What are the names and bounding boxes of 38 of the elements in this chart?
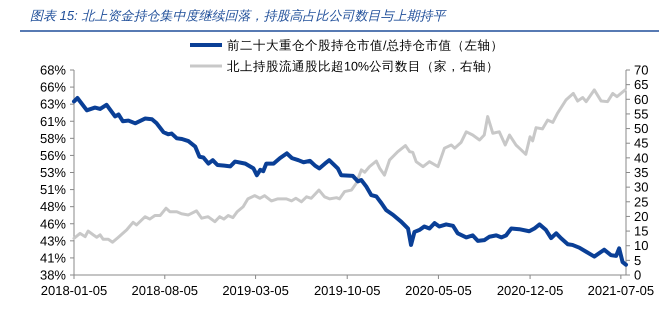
y-tick-label: 53% (40, 165, 66, 180)
y2-tick-label: 0 (634, 268, 642, 282)
y-tick-label: 68% (40, 62, 66, 78)
y2-tick-label: 5 (634, 252, 642, 268)
y-tick-label: 51% (40, 182, 66, 198)
y2-tick-label: 40 (634, 150, 648, 166)
y2-tick-label: 60 (634, 92, 648, 107)
x-tick-label: 2019-10-05 (314, 283, 380, 298)
y-tick-label: 41% (40, 250, 66, 266)
y-tick-label: 43% (40, 233, 66, 248)
legend-label: 北上持股流通股比超10%公司数目（家，右轴） (227, 58, 500, 74)
y2-tick-label: 25 (634, 194, 648, 210)
y2-tick-label: 15 (634, 224, 648, 239)
y-tick-label: 48% (40, 199, 66, 214)
y-tick-label: 56% (40, 148, 66, 163)
x-tick-label: 2020-12-05 (496, 283, 564, 298)
y2-tick-label: 30 (634, 180, 648, 195)
y-tick-label: 46% (40, 216, 66, 232)
legend-label: 前二十大重仓个股持仓市值/总持仓市值（左轴） (227, 38, 504, 52)
y-tick-label: 66% (40, 80, 66, 95)
y2-tick-label: 35 (634, 165, 648, 180)
y-tick-label: 38% (40, 268, 66, 282)
y2-tick-label: 65 (634, 77, 648, 92)
y2-tick-label: 55 (634, 106, 648, 122)
title: 图表 15: 北上资金持仓集中度继续回落，持股高占比公司数目与上期持平 (30, 8, 446, 23)
y2-tick-label: 20 (634, 208, 648, 224)
y2-tick-label: 45 (634, 136, 648, 151)
x-tick-label: 2018-08-05 (132, 283, 198, 298)
y-tick-label: 61% (40, 114, 66, 129)
x-tick-label: 2021-07-05 (588, 283, 654, 298)
y-tick-label: 58% (40, 130, 66, 146)
x-tick-label: 2018-01-05 (40, 283, 108, 298)
x-tick-label: 2019-03-05 (222, 283, 289, 298)
y2-tick-label: 10 (634, 238, 648, 254)
y2-tick-label: 70 (634, 62, 648, 78)
y2-tick-label: 50 (634, 121, 648, 136)
y-tick-label: 63% (40, 96, 66, 112)
x-tick-label: 2020-05-05 (405, 283, 472, 298)
